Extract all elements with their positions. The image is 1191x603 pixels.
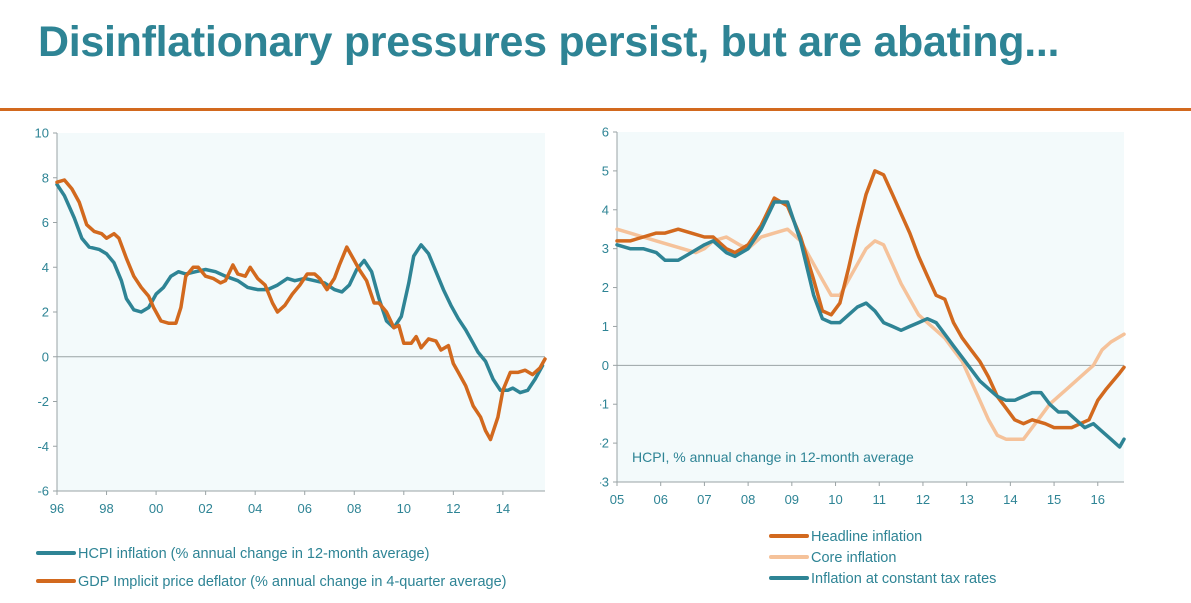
right-chart-x-tick-label: 12 bbox=[916, 492, 930, 507]
right-chart-x-tick-label: 15 bbox=[1047, 492, 1061, 507]
right-chart-y-tick-label: -3 bbox=[600, 475, 609, 490]
right-chart-x-tick-label: 11 bbox=[872, 492, 886, 507]
left-chart-x-tick-label: 06 bbox=[297, 501, 311, 516]
right-chart-series-line-2 bbox=[615, 200, 1126, 449]
right-chart-y-tick-label: 5 bbox=[602, 163, 609, 178]
right-chart-x-tick-label: 06 bbox=[653, 492, 667, 507]
left-chart-x-tick-label: 00 bbox=[149, 501, 163, 516]
right-chart-legend-label-2: Inflation at constant tax rates bbox=[811, 571, 996, 587]
left-chart-y-tick-label: 0 bbox=[42, 349, 49, 364]
left-chart-y-tick-label: 2 bbox=[42, 305, 49, 320]
right-chart-x-tick-label: 16 bbox=[1091, 492, 1105, 507]
left-chart-x-tick-label: 98 bbox=[99, 501, 113, 516]
right-chart-x-tick-label: 14 bbox=[1003, 492, 1017, 507]
right-chart-series-line-1 bbox=[615, 227, 1126, 441]
left-chart-x-tick-label: 08 bbox=[347, 501, 361, 516]
chart-right: 6543210-1-2-3050607080910111213141516HCP… bbox=[600, 125, 1126, 587]
right-chart-y-tick-label: 0 bbox=[602, 358, 609, 373]
page-title: Disinflationary pressures persist, but a… bbox=[38, 18, 1060, 66]
right-chart-series-line-0 bbox=[615, 169, 1126, 430]
left-chart-legend-label-1: GDP Implicit price deflator (% annual ch… bbox=[78, 574, 507, 590]
right-chart-legend-label-0: Headline inflation bbox=[811, 529, 922, 545]
right-chart-legend-label-1: Core inflation bbox=[811, 550, 896, 566]
left-chart-x-tick-label: 04 bbox=[248, 501, 262, 516]
right-chart-x-tick-label: 07 bbox=[697, 492, 711, 507]
left-chart-x-tick-label: 10 bbox=[397, 501, 411, 516]
left-chart-x-tick-label: 14 bbox=[496, 501, 510, 516]
right-chart-x-tick-label: 13 bbox=[959, 492, 973, 507]
right-chart-y-tick-label: 1 bbox=[602, 319, 609, 334]
left-chart-series-line-0 bbox=[55, 182, 545, 395]
left-chart-y-tick-label: 8 bbox=[42, 170, 49, 185]
left-chart-x-tick-label: 96 bbox=[50, 501, 64, 516]
chart-left: 10 8 6 4 2 0 -2 -4 -696 98 00 02 04 06 08 10 12 14 HCPI in… bbox=[35, 126, 547, 590]
right-chart-annotation: HCPI, % annual change in 12-month averag… bbox=[632, 449, 914, 465]
left-chart-y-tick-label: -2 bbox=[37, 394, 49, 409]
right-chart-y-tick-label: 4 bbox=[602, 202, 609, 217]
right-chart-y-tick-label: 3 bbox=[602, 241, 609, 256]
right-chart-y-tick-label: 6 bbox=[602, 125, 609, 140]
left-chart-x-tick-label: 12 bbox=[446, 501, 460, 516]
right-chart-x-tick-label: 05 bbox=[610, 492, 624, 507]
left-chart-y-tick-label: 6 bbox=[42, 215, 49, 230]
title-divider bbox=[0, 108, 1191, 111]
right-chart-x-tick-label: 08 bbox=[741, 492, 755, 507]
left-chart-y-tick-label: 4 bbox=[42, 260, 49, 275]
right-chart-y-tick-label: 2 bbox=[602, 280, 609, 295]
right-chart-y-tick-label: -1 bbox=[600, 397, 609, 412]
left-chart-series-line-1 bbox=[55, 178, 547, 442]
right-chart-x-tick-label: 10 bbox=[828, 492, 842, 507]
right-chart-y-tick-label: -2 bbox=[600, 436, 609, 451]
left-chart-x-tick-label: 02 bbox=[198, 501, 212, 516]
left-chart-y-tick-label: 10 bbox=[35, 126, 49, 141]
right-chart-x-tick-label: 09 bbox=[785, 492, 799, 507]
left-chart-y-tick-label: -4 bbox=[37, 439, 49, 454]
left-chart-legend-label-0: HCPI inflation (% annual change in 12-mo… bbox=[78, 546, 429, 562]
left-chart-y-tick-label: -6 bbox=[37, 484, 49, 499]
left-chart-plot-area bbox=[57, 133, 545, 491]
